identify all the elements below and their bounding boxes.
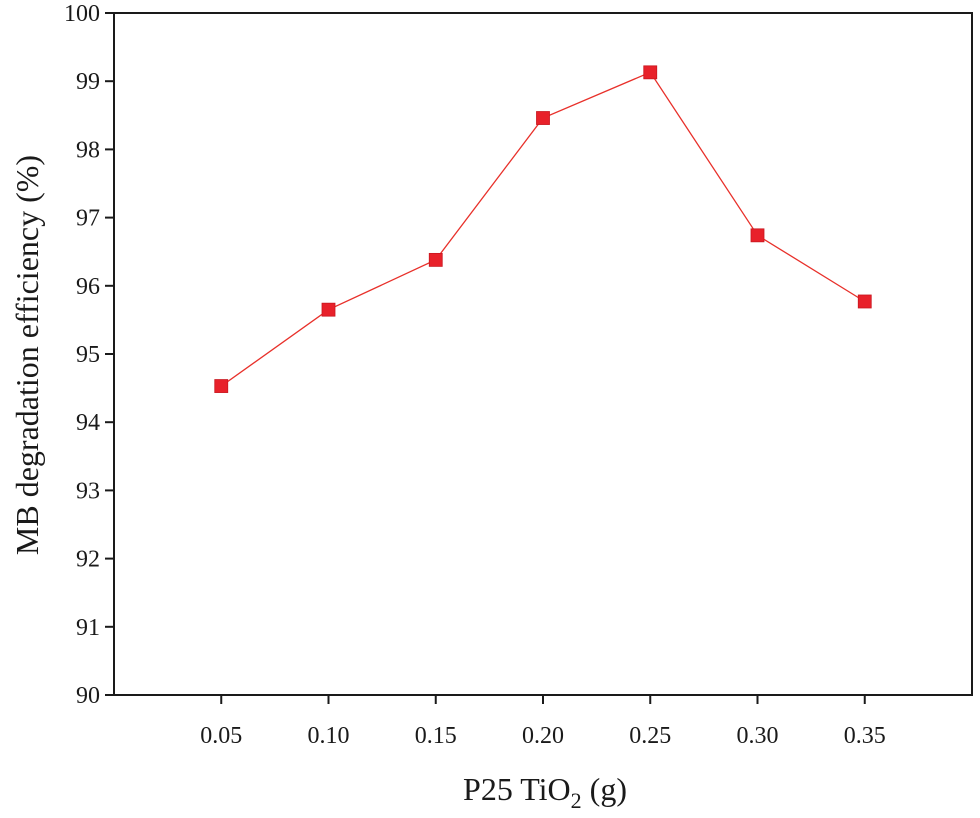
y-tick-label-96: 96 [76, 274, 100, 300]
y-tick-label-97: 97 [76, 206, 100, 232]
series [214, 65, 872, 393]
data-point-0.15 [428, 252, 443, 267]
y-tick-label-98: 98 [76, 137, 100, 163]
x-axis-label: P25 TiO2 (g) [463, 771, 627, 813]
data-point-0.10 [321, 302, 336, 317]
x-axis-label-main: P25 TiO [463, 771, 571, 807]
x-tick-label-0.25: 0.25 [629, 723, 671, 749]
data-point-0.25 [643, 65, 658, 80]
x-tick-label-0.10: 0.10 [308, 723, 350, 749]
y-tick-label-91: 91 [76, 615, 100, 641]
y-tick-label-92: 92 [76, 547, 100, 573]
y-tick-label-94: 94 [76, 410, 100, 436]
y-tick-label-95: 95 [76, 342, 100, 368]
y-tick-label-90: 90 [76, 683, 100, 709]
x-axis-label-unit: (g) [582, 771, 627, 807]
y-tick-label-100: 100 [64, 1, 100, 27]
y-tick-label-99: 99 [76, 69, 100, 95]
x-tick-label-0.05: 0.05 [200, 723, 242, 749]
ticks: 90 91 92 93 94 95 96 97 98 99 100 0.05 0.10 0.15 0.20 0… [64, 1, 886, 749]
data-point-0.20 [536, 111, 550, 125]
data-point-0.05 [214, 379, 229, 393]
x-tick-label-0.30: 0.30 [737, 723, 779, 749]
x-tick-label-0.35: 0.35 [844, 723, 886, 749]
data-point-0.30 [750, 228, 765, 243]
y-axis-label: MB degradation efficiency (%) [9, 155, 45, 555]
y-tick-label-93: 93 [76, 478, 100, 504]
x-axis-label-subscript: 2 [571, 788, 582, 813]
x-tick-label-0.20: 0.20 [522, 723, 564, 749]
data-point-0.35 [857, 294, 872, 309]
x-tick-label-0.15: 0.15 [415, 723, 457, 749]
axis-labels: P25 TiO2 (g) MB degradation efficiency (… [9, 155, 627, 813]
